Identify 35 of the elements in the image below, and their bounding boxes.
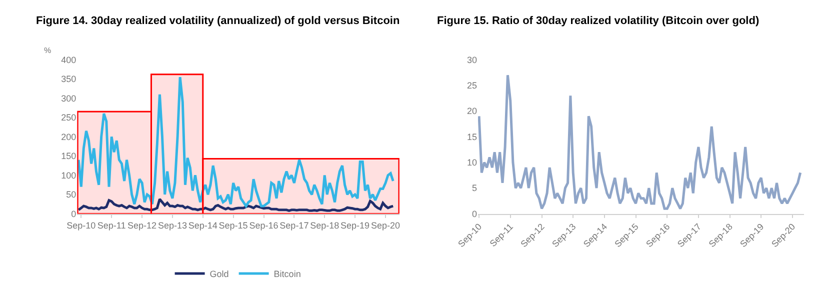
x-tick-label: Sep-20 — [370, 220, 400, 231]
y-tick-label: 100 — [61, 170, 76, 180]
x-tick-label: Sep-19 — [340, 220, 370, 231]
legend-label: Bitcoin — [274, 269, 301, 280]
x-tick-label: Sep-11 — [97, 220, 126, 231]
y-tick-label: 5 — [472, 183, 478, 194]
y-tick-label: 15 — [467, 132, 478, 142]
x-tick-label: Sep-10 — [66, 220, 96, 231]
y-tick-label: 400 — [61, 54, 76, 65]
x-tick-label: Sep-12 — [128, 220, 157, 231]
line-series — [77, 198, 394, 212]
y-tick-label: 150 — [61, 151, 76, 162]
y-tick-label: 25 — [467, 80, 478, 91]
y-axis-title: % — [44, 46, 52, 55]
y-tick-label: 250 — [61, 112, 76, 123]
x-tick-label: Sep-15 — [218, 220, 248, 231]
y-tick-label: 200 — [61, 132, 76, 142]
x-tick-label: Sep-18 — [310, 220, 340, 231]
x-tick-label: Sep-14 — [188, 220, 218, 231]
x-tick-label: Sep-13 — [158, 220, 187, 231]
y-tick-label: 10 — [467, 158, 478, 168]
line-series — [77, 76, 394, 208]
y-tick-label: 0 — [71, 208, 76, 219]
y-tick-label: 350 — [61, 74, 76, 84]
x-tick-label: Sep-16 — [249, 220, 278, 231]
x-tick-label: Sep-17 — [280, 220, 309, 231]
y-tick-label: 0 — [472, 208, 478, 219]
y-tick-label: 300 — [61, 93, 76, 104]
legend-label: Gold — [210, 269, 229, 280]
y-tick-label: 30 — [467, 54, 478, 65]
y-tick-label: 50 — [66, 190, 76, 200]
chart-title: Figure 14. 30day realized volatility (annualized) of gold versus Bitcoin — [36, 15, 400, 27]
line-series — [478, 74, 802, 210]
chart-title: Figure 15. Ratio of 30day realized volatility (Bitcoin over gold) — [437, 15, 760, 27]
y-tick-label: 20 — [467, 106, 478, 116]
